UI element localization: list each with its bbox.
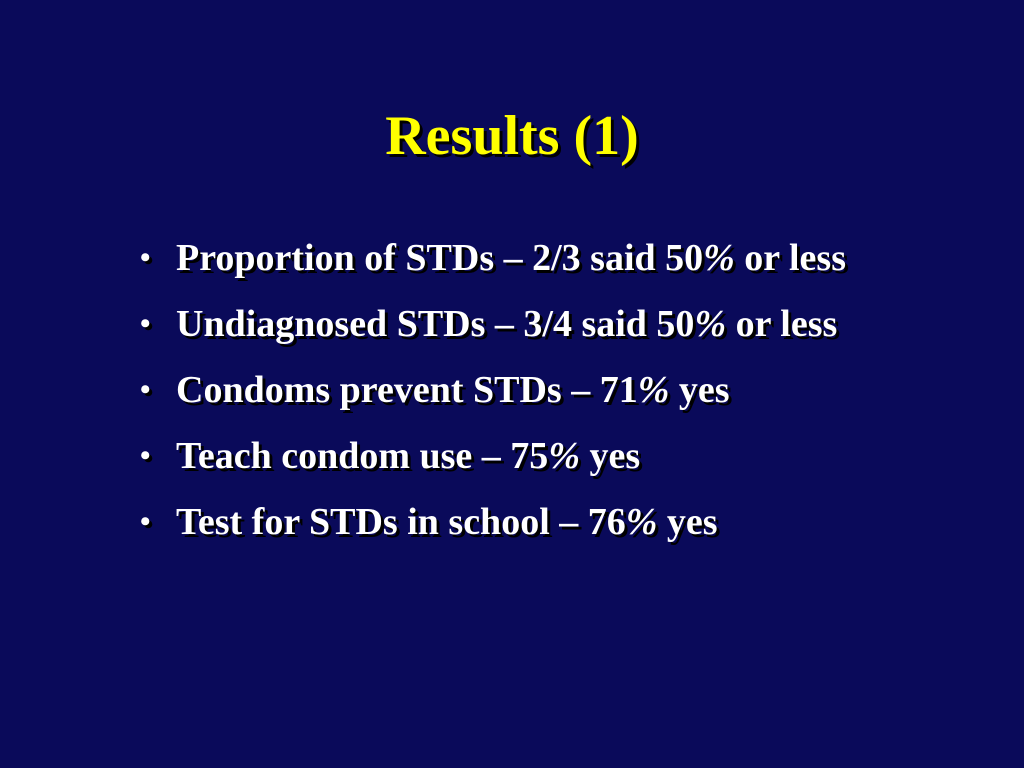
bullet-text-tail: yes — [669, 369, 730, 411]
bullet-text-tail: yes — [579, 435, 641, 477]
bullet-icon: • — [140, 373, 151, 406]
bullet-icon: • — [140, 307, 151, 340]
bullet-list: • Proportion of STDs – 2/3 said 50% or l… — [140, 232, 860, 562]
bullet-text-tail: yes — [657, 501, 718, 543]
bullet-text: Proportion of STDs – 2/3 said 50 — [176, 237, 704, 279]
bullet-item: • Test for STDs in school – 76% yes — [140, 496, 876, 548]
bullet-icon: • — [140, 505, 151, 538]
bullet-text: Test for STDs in school – 76 — [176, 501, 626, 543]
bullet-item: • Teach condom use – 75% yes — [140, 430, 876, 482]
bullet-percent: % — [548, 435, 580, 477]
bullet-percent: % — [694, 303, 727, 345]
bullet-item: • Undiagnosed STDs – 3/4 said 50% or les… — [140, 298, 856, 350]
bullet-text-tail: or less — [726, 303, 838, 345]
bullet-percent: % — [625, 501, 658, 543]
bullet-icon: • — [140, 439, 151, 472]
bullet-text: Condoms prevent STDs – 71 — [176, 369, 638, 411]
slide-title: Results (1) — [385, 105, 639, 167]
bullet-text: Undiagnosed STDs – 3/4 said 50 — [176, 303, 695, 345]
bullet-percent: % — [703, 237, 735, 279]
bullet-percent: % — [637, 369, 670, 411]
bullet-text-tail: or less — [734, 237, 846, 279]
bullet-icon: • — [140, 241, 151, 274]
bullet-text: Teach condom use – 75 — [176, 435, 549, 477]
bullet-item: • Condoms prevent STDs – 71% yes — [140, 364, 876, 416]
bullet-item: • Proportion of STDs – 2/3 said 50% or l… — [140, 232, 856, 284]
